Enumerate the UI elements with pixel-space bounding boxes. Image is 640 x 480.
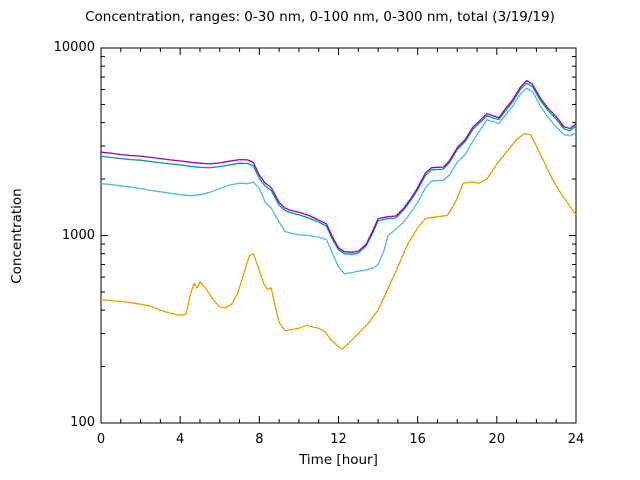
y-tick-label: 10000	[53, 40, 95, 55]
series-total	[100, 79, 577, 253]
y-tick-label: 1000	[61, 227, 95, 243]
series-0-100-nm	[100, 87, 577, 275]
x-tick-label: 24	[567, 432, 585, 447]
series-0-30-nm	[100, 132, 577, 350]
series-0-300-nm	[100, 82, 577, 255]
plot-frame	[100, 47, 577, 424]
x-axis-label: Time [hour]	[299, 452, 378, 468]
x-tick-label: 8	[255, 432, 264, 447]
y-tick-label: 100	[70, 415, 95, 430]
x-tick-label: 4	[176, 432, 185, 447]
x-tick-label: 16	[409, 432, 426, 447]
x-tick-label: 20	[488, 432, 506, 447]
chart-title: Concentration, ranges: 0-30 nm, 0-100 nm…	[85, 9, 555, 25]
x-tick-label: 0	[96, 432, 106, 447]
x-tick-label: 12	[330, 432, 347, 447]
